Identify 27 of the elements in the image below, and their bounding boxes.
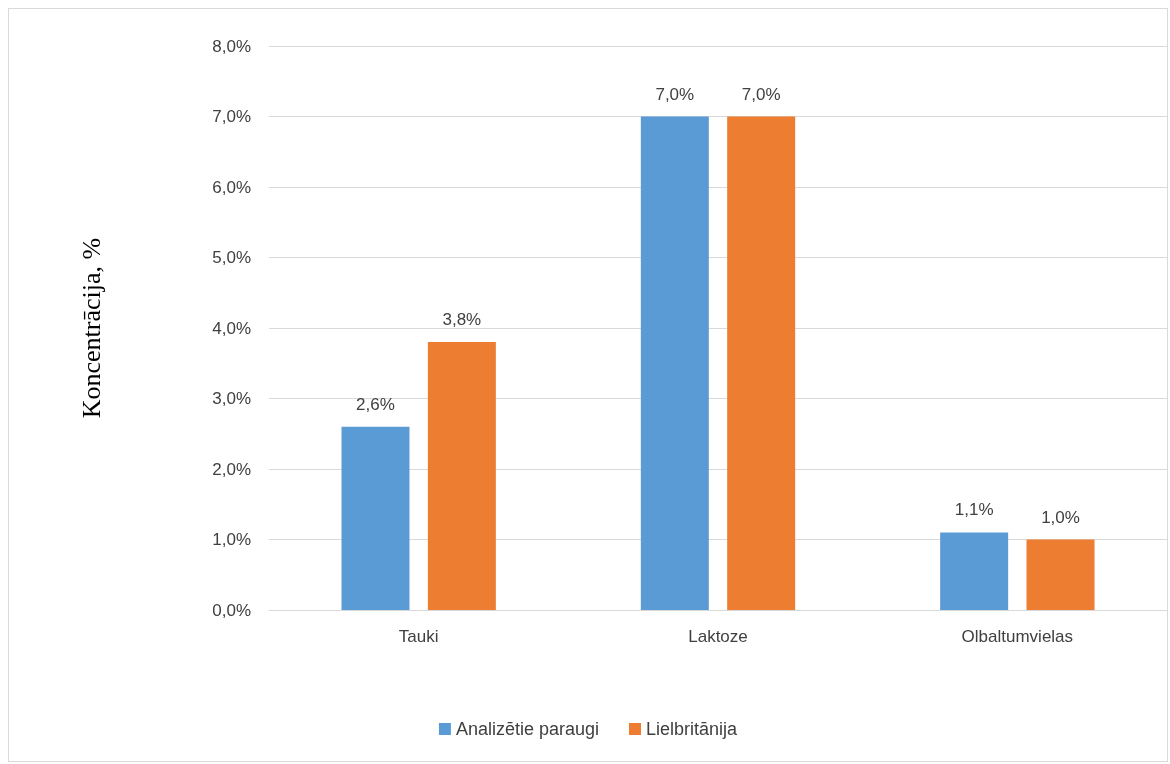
bar xyxy=(1026,539,1095,610)
bar xyxy=(640,116,709,610)
y-axis-title: Koncentrācija, % xyxy=(76,237,106,419)
legend-label: Analizētie paraugi xyxy=(455,719,600,739)
y-tick-label: 6,0% xyxy=(212,177,251,197)
data-label: 2,6% xyxy=(356,394,395,414)
x-tick-label: Olbaltumvielas xyxy=(961,627,1074,646)
data-label: 1,1% xyxy=(954,500,994,520)
y-tick-label: 3,0% xyxy=(212,389,251,408)
x-tick-label: Tauki xyxy=(398,627,439,646)
data-label: 7,0% xyxy=(655,84,695,104)
bar xyxy=(727,116,796,610)
y-tick-label: 2,0% xyxy=(212,459,251,479)
y-tick-label: 0,0% xyxy=(212,600,251,620)
y-tick-label: 5,0% xyxy=(212,248,251,267)
y-tick-label: 1,0% xyxy=(212,530,251,549)
data-label: 1,0% xyxy=(1041,507,1080,527)
bar xyxy=(940,532,1009,610)
legend-label: Lielbritānija xyxy=(646,719,739,739)
bar xyxy=(427,342,496,610)
y-tick-label: 8,0% xyxy=(212,36,251,56)
bar xyxy=(341,426,410,610)
data-label: 3,8% xyxy=(442,310,482,330)
y-tick-label: 7,0% xyxy=(212,107,251,126)
x-tick-label: Laktoze xyxy=(688,627,748,646)
y-tick-label: 4,0% xyxy=(212,318,251,338)
data-label: 7,0% xyxy=(741,84,781,104)
